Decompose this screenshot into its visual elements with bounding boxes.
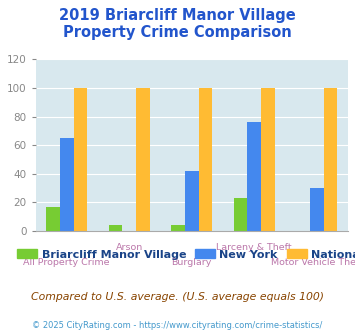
Text: Compared to U.S. average. (U.S. average equals 100): Compared to U.S. average. (U.S. average … <box>31 292 324 302</box>
Text: Motor Vehicle Theft: Motor Vehicle Theft <box>271 258 355 267</box>
Text: © 2025 CityRating.com - https://www.cityrating.com/crime-statistics/: © 2025 CityRating.com - https://www.city… <box>32 321 323 330</box>
Bar <box>261 88 275 231</box>
Bar <box>234 198 247 231</box>
Text: Property Crime Comparison: Property Crime Comparison <box>63 25 292 40</box>
Text: Larceny & Theft: Larceny & Theft <box>216 243 292 252</box>
Bar <box>73 88 87 231</box>
Legend: Briarcliff Manor Village, New York, National: Briarcliff Manor Village, New York, Nati… <box>13 245 355 264</box>
Bar <box>109 225 122 231</box>
Bar <box>310 188 323 231</box>
Text: All Property Crime: All Property Crime <box>23 258 110 267</box>
Bar <box>198 88 212 231</box>
Text: 2019 Briarcliff Manor Village: 2019 Briarcliff Manor Village <box>59 8 296 23</box>
Bar <box>46 207 60 231</box>
Text: Arson: Arson <box>116 243 143 252</box>
Bar <box>60 138 73 231</box>
Bar <box>171 225 185 231</box>
Bar <box>185 171 198 231</box>
Bar <box>247 122 261 231</box>
Text: Burglary: Burglary <box>171 258 212 267</box>
Bar <box>136 88 150 231</box>
Bar <box>323 88 337 231</box>
